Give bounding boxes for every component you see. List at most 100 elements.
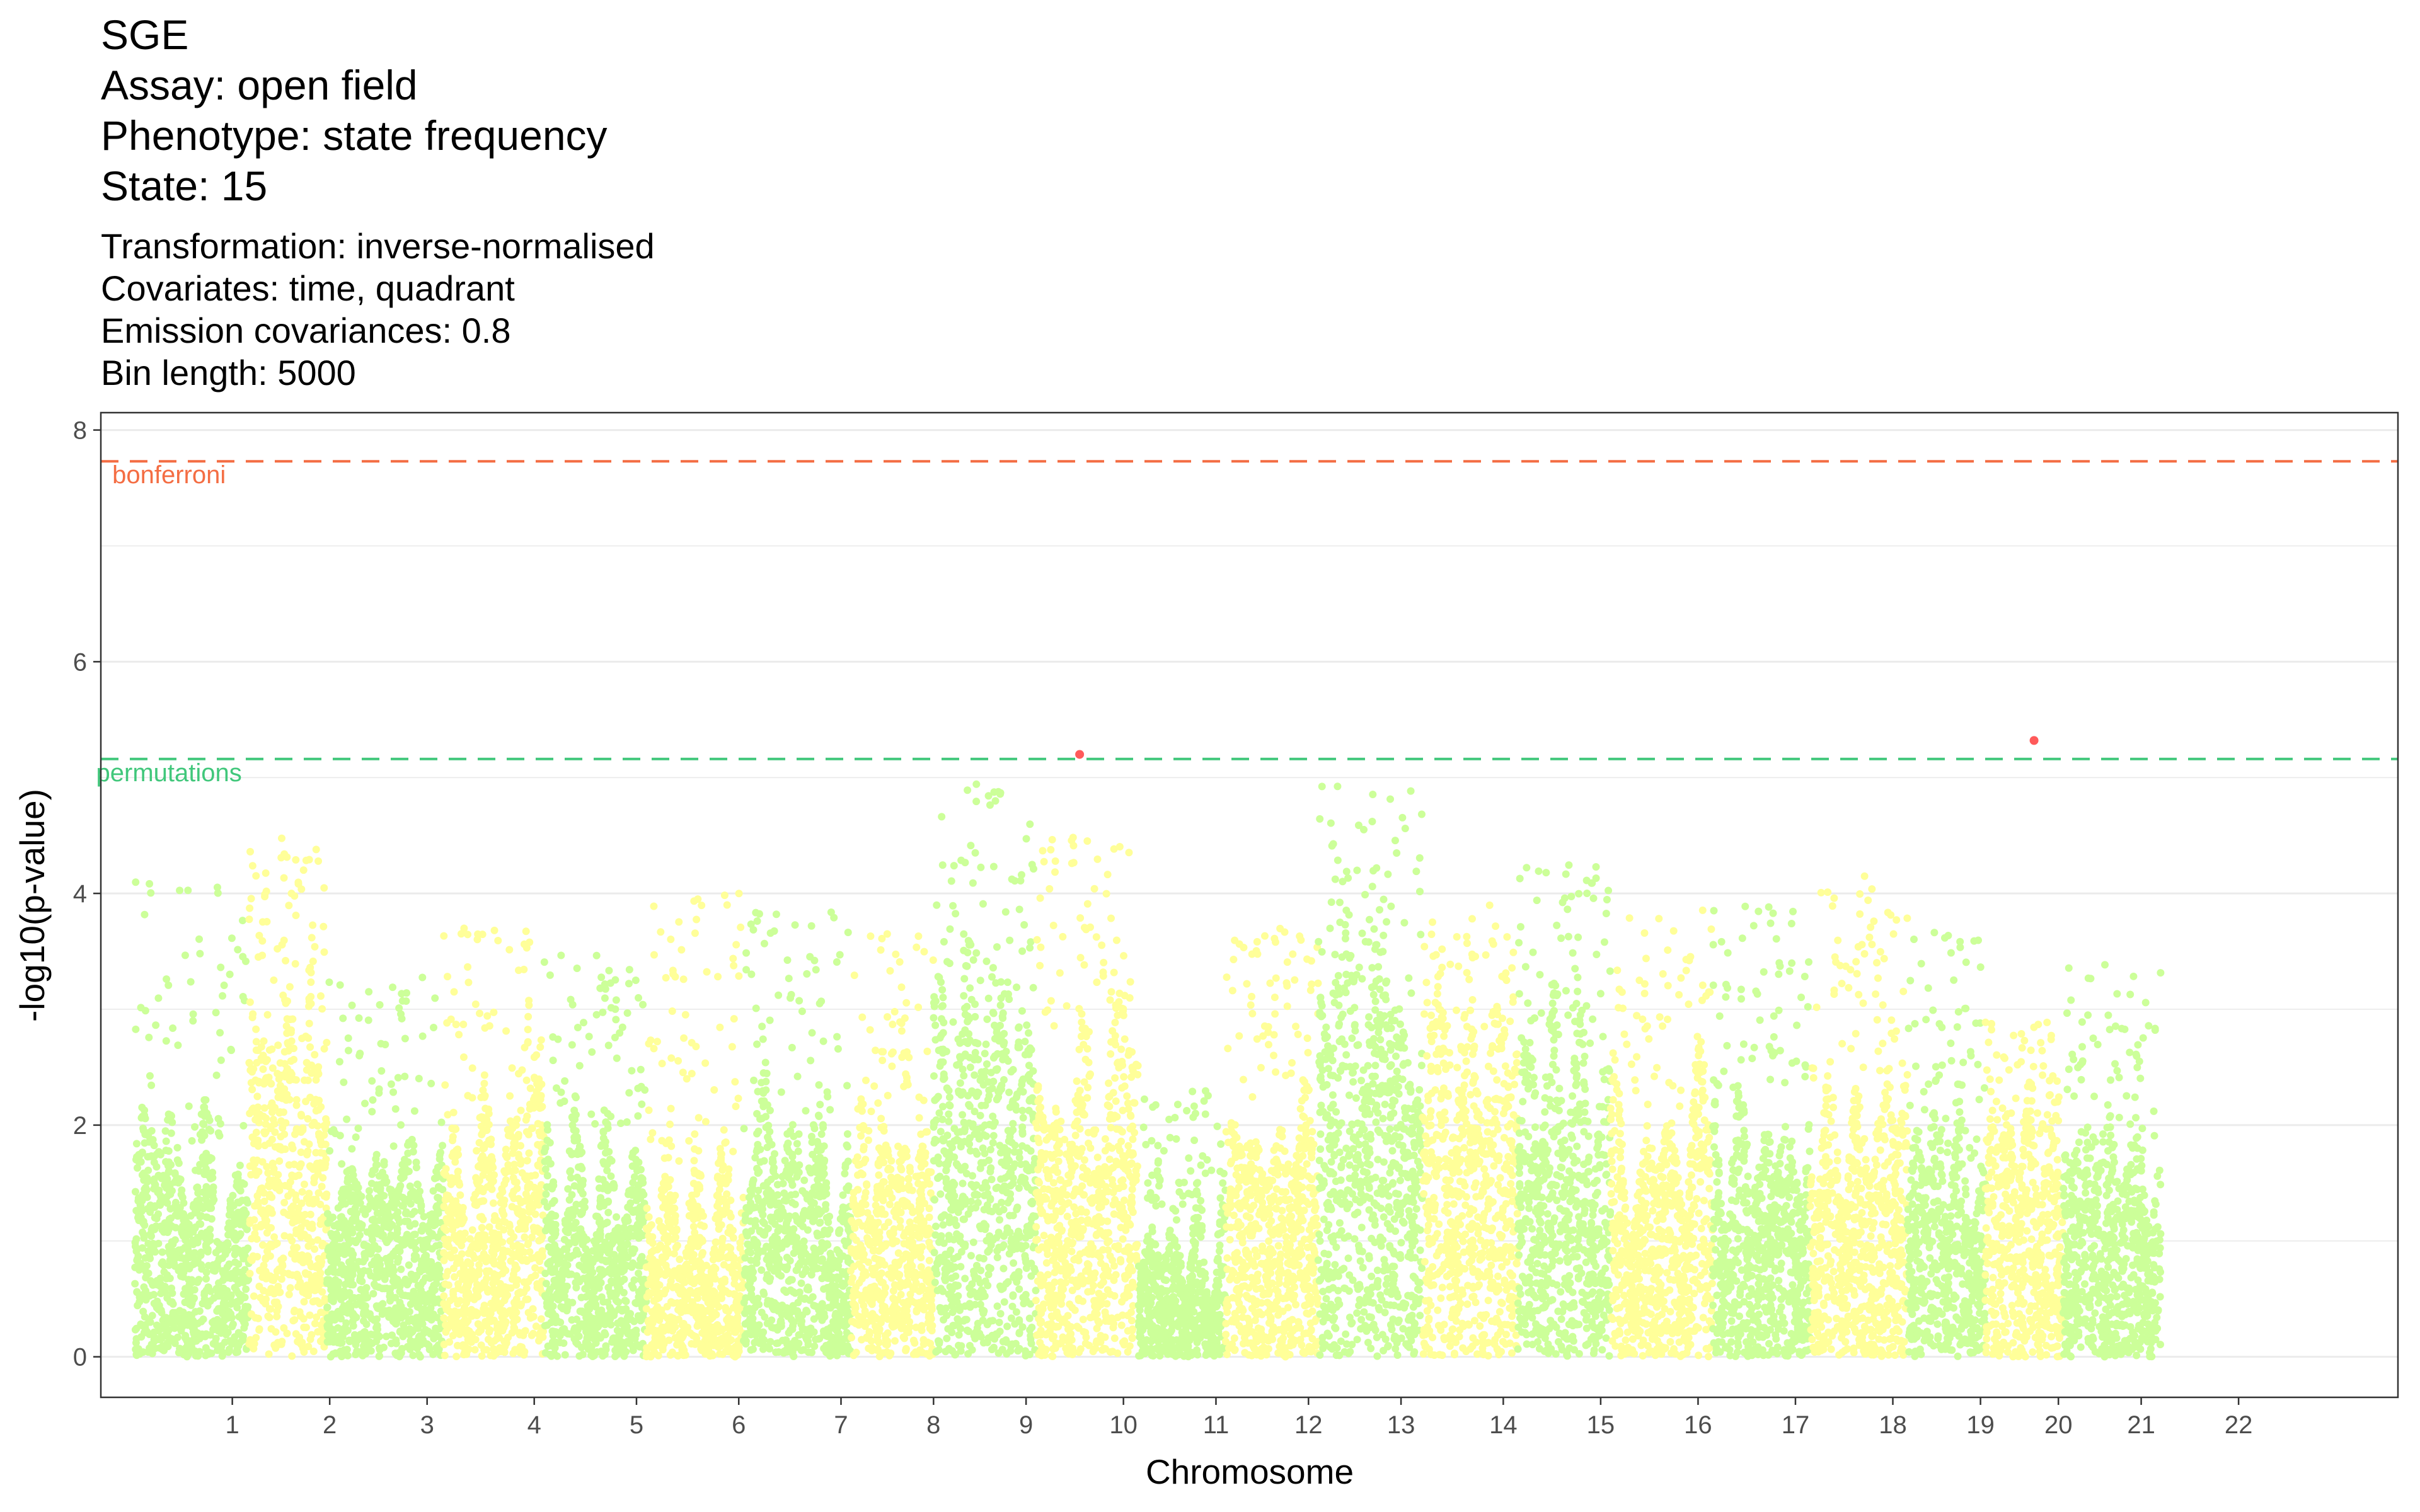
data-point xyxy=(372,1324,380,1332)
data-point xyxy=(613,1351,621,1359)
data-point xyxy=(291,892,299,900)
data-point xyxy=(291,1130,299,1138)
data-point xyxy=(162,1037,170,1045)
data-point xyxy=(715,1303,723,1311)
data-point xyxy=(246,1109,254,1118)
data-point xyxy=(345,1336,354,1344)
data-point xyxy=(430,1024,438,1032)
data-point xyxy=(537,1315,545,1323)
data-point xyxy=(137,1004,145,1012)
data-point xyxy=(560,1097,568,1105)
data-point xyxy=(236,1187,245,1195)
data-point xyxy=(480,1243,488,1251)
data-point xyxy=(533,1191,541,1199)
data-point xyxy=(381,1040,389,1048)
data-point xyxy=(498,1238,506,1246)
data-point xyxy=(252,1128,260,1137)
data-point xyxy=(621,1218,630,1226)
data-point xyxy=(426,1274,434,1282)
data-point xyxy=(596,1227,604,1235)
data-point xyxy=(593,1275,601,1283)
data-point xyxy=(202,1351,210,1360)
data-point xyxy=(541,1165,550,1173)
data-point xyxy=(166,1251,174,1259)
data-point xyxy=(432,1280,441,1288)
data-point xyxy=(398,997,406,1005)
data-point xyxy=(239,1246,248,1254)
data-point xyxy=(564,1228,572,1237)
data-point xyxy=(213,883,221,891)
data-point xyxy=(735,890,743,898)
data-point xyxy=(731,1078,739,1086)
data-point xyxy=(459,1053,468,1062)
data-point xyxy=(368,1108,376,1116)
data-point xyxy=(282,1022,291,1030)
data-point xyxy=(270,1168,278,1176)
data-point xyxy=(659,1179,667,1188)
data-point xyxy=(389,1088,398,1096)
data-point xyxy=(202,1344,210,1352)
data-point xyxy=(397,1010,405,1018)
data-point xyxy=(292,1076,300,1084)
data-point xyxy=(449,1290,458,1298)
data-point xyxy=(717,1247,725,1255)
data-point xyxy=(340,1078,348,1086)
data-point xyxy=(153,1297,161,1305)
data-point xyxy=(478,1352,486,1360)
data-point xyxy=(279,1124,287,1132)
data-point xyxy=(729,1351,737,1360)
data-point xyxy=(524,1012,533,1021)
data-point xyxy=(324,1331,332,1339)
data-point xyxy=(314,857,323,865)
data-point xyxy=(602,1314,610,1322)
data-point xyxy=(468,1226,476,1234)
data-point xyxy=(638,1100,646,1108)
data-point xyxy=(259,1241,267,1249)
data-point xyxy=(305,856,313,864)
data-point xyxy=(546,1257,554,1266)
data-point xyxy=(318,1005,326,1013)
data-point xyxy=(336,981,344,989)
data-point xyxy=(131,1280,139,1288)
data-point xyxy=(270,1298,279,1307)
data-point xyxy=(266,1191,274,1199)
data-point xyxy=(664,1154,672,1162)
data-point xyxy=(570,1137,579,1145)
data-point xyxy=(702,1335,710,1343)
data-point xyxy=(822,1201,830,1209)
subtitle-line: Transformation: inverse-normalised xyxy=(101,226,655,266)
data-point xyxy=(218,1254,226,1263)
data-point xyxy=(441,1280,449,1288)
data-point xyxy=(189,1010,197,1018)
data-point xyxy=(268,1159,277,1167)
data-point xyxy=(169,1024,177,1033)
data-point xyxy=(406,1300,415,1309)
data-point xyxy=(480,1079,488,1087)
data-point xyxy=(317,1309,325,1317)
data-point xyxy=(541,1292,549,1300)
data-point xyxy=(464,1249,473,1257)
data-point xyxy=(204,1246,212,1254)
data-point xyxy=(667,1054,676,1062)
data-point xyxy=(267,1080,275,1088)
data-point xyxy=(355,1051,364,1060)
data-point xyxy=(389,1252,397,1260)
data-point xyxy=(562,1328,570,1336)
data-point xyxy=(153,1303,161,1312)
data-point xyxy=(362,1320,371,1328)
data-point xyxy=(234,1170,242,1178)
data-point xyxy=(521,1043,529,1051)
data-point xyxy=(607,1113,615,1121)
data-point xyxy=(565,1147,573,1155)
data-point xyxy=(325,978,333,987)
data-point xyxy=(298,1034,306,1043)
data-point xyxy=(311,1319,319,1327)
data-point xyxy=(672,1227,681,1235)
data-point xyxy=(513,1184,521,1193)
data-point xyxy=(270,976,278,984)
data-point xyxy=(302,1058,311,1067)
data-point xyxy=(597,1201,606,1209)
data-point xyxy=(300,1298,308,1306)
data-point xyxy=(483,1285,491,1293)
data-point xyxy=(708,1349,716,1358)
